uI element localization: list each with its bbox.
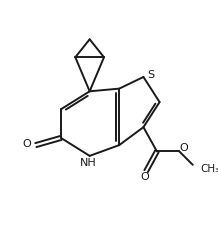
Text: O: O	[22, 139, 31, 149]
Text: NH: NH	[80, 158, 96, 168]
Text: O: O	[141, 172, 150, 182]
Text: O: O	[179, 143, 188, 153]
Text: S: S	[147, 70, 154, 80]
Text: CH₃: CH₃	[200, 164, 218, 174]
